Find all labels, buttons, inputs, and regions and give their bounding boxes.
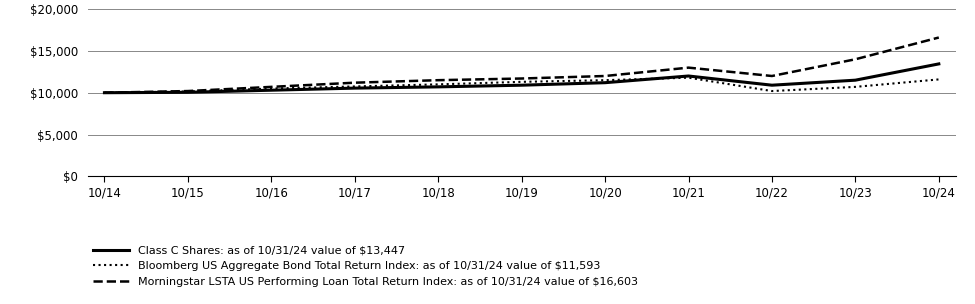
- Bloomberg US Aggregate Bond Total Return Index: as of 10/31/24 value of $11,593: (9, 1.07e+04): as of 10/31/24 value of $11,593: (9, 1.0…: [849, 85, 861, 89]
- Class C Shares: as of 10/31/24 value of $13,447: (0, 1e+04): as of 10/31/24 value of $13,447: (0, 1e+…: [98, 91, 110, 95]
- Bloomberg US Aggregate Bond Total Return Index: as of 10/31/24 value of $11,593: (2, 1.05e+04): as of 10/31/24 value of $11,593: (2, 1.0…: [265, 87, 277, 90]
- Bloomberg US Aggregate Bond Total Return Index: as of 10/31/24 value of $11,593: (10, 1.16e+04): as of 10/31/24 value of $11,593: (10, 1.…: [933, 78, 945, 81]
- Morningstar LSTA US Performing Loan Total Return Index: as of 10/31/24 value of $16,603: (3, 1.12e+04): as of 10/31/24 value of $16,603: (3, 1.1…: [349, 81, 361, 85]
- Bloomberg US Aggregate Bond Total Return Index: as of 10/31/24 value of $11,593: (4, 1.1e+04): as of 10/31/24 value of $11,593: (4, 1.1…: [432, 83, 444, 86]
- Class C Shares: as of 10/31/24 value of $13,447: (2, 1.03e+04): as of 10/31/24 value of $13,447: (2, 1.0…: [265, 88, 277, 92]
- Class C Shares: as of 10/31/24 value of $13,447: (10, 1.34e+04): as of 10/31/24 value of $13,447: (10, 1.…: [933, 62, 945, 66]
- Morningstar LSTA US Performing Loan Total Return Index: as of 10/31/24 value of $16,603: (10, 1.66e+04): as of 10/31/24 value of $16,603: (10, 1.…: [933, 36, 945, 39]
- Bloomberg US Aggregate Bond Total Return Index: as of 10/31/24 value of $11,593: (1, 1.02e+04): as of 10/31/24 value of $11,593: (1, 1.0…: [182, 90, 194, 93]
- Morningstar LSTA US Performing Loan Total Return Index: as of 10/31/24 value of $16,603: (8, 1.2e+04): as of 10/31/24 value of $16,603: (8, 1.2…: [766, 74, 778, 78]
- Bloomberg US Aggregate Bond Total Return Index: as of 10/31/24 value of $11,593: (3, 1.08e+04): as of 10/31/24 value of $11,593: (3, 1.0…: [349, 85, 361, 88]
- Bloomberg US Aggregate Bond Total Return Index: as of 10/31/24 value of $11,593: (7, 1.18e+04): as of 10/31/24 value of $11,593: (7, 1.1…: [682, 76, 694, 80]
- Class C Shares: as of 10/31/24 value of $13,447: (1, 1e+04): as of 10/31/24 value of $13,447: (1, 1e+…: [182, 91, 194, 94]
- Morningstar LSTA US Performing Loan Total Return Index: as of 10/31/24 value of $16,603: (7, 1.3e+04): as of 10/31/24 value of $16,603: (7, 1.3…: [682, 66, 694, 70]
- Line: Bloomberg US Aggregate Bond Total Return Index: as of 10/31/24 value of $11,593: Bloomberg US Aggregate Bond Total Return…: [104, 78, 939, 93]
- Bloomberg US Aggregate Bond Total Return Index: as of 10/31/24 value of $11,593: (0, 1e+04): as of 10/31/24 value of $11,593: (0, 1e+…: [98, 91, 110, 95]
- Morningstar LSTA US Performing Loan Total Return Index: as of 10/31/24 value of $16,603: (1, 1.02e+04): as of 10/31/24 value of $16,603: (1, 1.0…: [182, 89, 194, 93]
- Morningstar LSTA US Performing Loan Total Return Index: as of 10/31/24 value of $16,603: (5, 1.17e+04): as of 10/31/24 value of $16,603: (5, 1.1…: [516, 77, 527, 80]
- Class C Shares: as of 10/31/24 value of $13,447: (8, 1.09e+04): as of 10/31/24 value of $13,447: (8, 1.0…: [766, 83, 778, 87]
- Morningstar LSTA US Performing Loan Total Return Index: as of 10/31/24 value of $16,603: (0, 1e+04): as of 10/31/24 value of $16,603: (0, 1e+…: [98, 91, 110, 95]
- Class C Shares: as of 10/31/24 value of $13,447: (7, 1.2e+04): as of 10/31/24 value of $13,447: (7, 1.2…: [682, 74, 694, 78]
- Morningstar LSTA US Performing Loan Total Return Index: as of 10/31/24 value of $16,603: (6, 1.2e+04): as of 10/31/24 value of $16,603: (6, 1.2…: [600, 74, 611, 78]
- Class C Shares: as of 10/31/24 value of $13,447: (5, 1.09e+04): as of 10/31/24 value of $13,447: (5, 1.0…: [516, 83, 527, 87]
- Line: Class C Shares: as of 10/31/24 value of $13,447: Class C Shares: as of 10/31/24 value of …: [104, 64, 939, 93]
- Class C Shares: as of 10/31/24 value of $13,447: (9, 1.15e+04): as of 10/31/24 value of $13,447: (9, 1.1…: [849, 78, 861, 82]
- Bloomberg US Aggregate Bond Total Return Index: as of 10/31/24 value of $11,593: (6, 1.15e+04): as of 10/31/24 value of $11,593: (6, 1.1…: [600, 78, 611, 82]
- Class C Shares: as of 10/31/24 value of $13,447: (3, 1.06e+04): as of 10/31/24 value of $13,447: (3, 1.0…: [349, 86, 361, 90]
- Class C Shares: as of 10/31/24 value of $13,447: (4, 1.07e+04): as of 10/31/24 value of $13,447: (4, 1.0…: [432, 85, 444, 89]
- Legend: Class C Shares: as of 10/31/24 value of $13,447, Bloomberg US Aggregate Bond Tot: Class C Shares: as of 10/31/24 value of …: [94, 245, 638, 287]
- Morningstar LSTA US Performing Loan Total Return Index: as of 10/31/24 value of $16,603: (9, 1.4e+04): as of 10/31/24 value of $16,603: (9, 1.4…: [849, 57, 861, 61]
- Morningstar LSTA US Performing Loan Total Return Index: as of 10/31/24 value of $16,603: (4, 1.15e+04): as of 10/31/24 value of $16,603: (4, 1.1…: [432, 78, 444, 82]
- Bloomberg US Aggregate Bond Total Return Index: as of 10/31/24 value of $11,593: (8, 1.02e+04): as of 10/31/24 value of $11,593: (8, 1.0…: [766, 89, 778, 93]
- Morningstar LSTA US Performing Loan Total Return Index: as of 10/31/24 value of $16,603: (2, 1.07e+04): as of 10/31/24 value of $16,603: (2, 1.0…: [265, 85, 277, 89]
- Bloomberg US Aggregate Bond Total Return Index: as of 10/31/24 value of $11,593: (5, 1.13e+04): as of 10/31/24 value of $11,593: (5, 1.1…: [516, 80, 527, 84]
- Line: Morningstar LSTA US Performing Loan Total Return Index: as of 10/31/24 value of $16,603: Morningstar LSTA US Performing Loan Tota…: [104, 37, 939, 93]
- Class C Shares: as of 10/31/24 value of $13,447: (6, 1.12e+04): as of 10/31/24 value of $13,447: (6, 1.1…: [600, 81, 611, 85]
